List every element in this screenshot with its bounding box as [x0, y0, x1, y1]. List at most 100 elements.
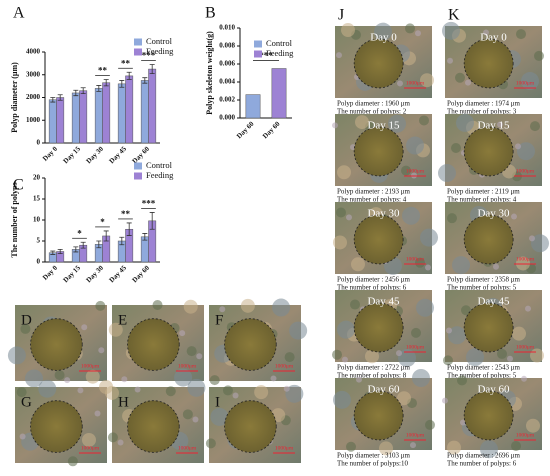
x-tick-label: Day 60	[131, 264, 152, 285]
caption-diameter: Polyp diameter : 2119 μm	[447, 188, 520, 196]
scale-bar-label: 1000μm	[406, 168, 425, 174]
caption-count: The number of polyps: 4	[337, 196, 407, 204]
scale-bar-label: 1000μm	[406, 80, 425, 86]
caption-count: The number of polyps: 8	[337, 372, 407, 380]
polyp	[224, 400, 277, 453]
x-tick-label: Day 15	[62, 145, 83, 166]
error-bar	[80, 87, 86, 95]
scale-bar-label: 1000μm	[81, 363, 100, 369]
photo-texture	[460, 419, 466, 426]
error-bar	[50, 97, 56, 103]
y-tick-label: 0.008	[219, 42, 235, 50]
error-bar	[80, 241, 86, 249]
scale-bar-label: 1000μm	[406, 432, 425, 438]
photo-texture	[187, 378, 206, 397]
photo-texture	[254, 385, 269, 400]
photo-texture	[355, 115, 369, 130]
x-tick-label: Day 60	[235, 120, 256, 141]
caption-diameter: Polyp diameter : 3103 μm	[337, 452, 411, 460]
photo-texture	[351, 257, 365, 272]
photo-texture	[333, 390, 351, 409]
photo-texture	[507, 355, 513, 362]
error-bar	[96, 85, 102, 92]
significance-label: ***	[142, 199, 156, 209]
day-label: Day 30	[367, 208, 400, 220]
photo-texture	[425, 419, 435, 430]
scale-bar-label: 1000μm	[516, 256, 535, 262]
significance-label: ***	[142, 51, 156, 61]
bar	[71, 92, 80, 144]
y-tick-label: 5	[37, 237, 41, 245]
y-tick-label: 0	[37, 258, 41, 266]
polyp	[463, 38, 514, 89]
error-bar	[73, 89, 79, 97]
caption-diameter: Polyp diameter : 1960 μm	[337, 100, 411, 108]
photo-texture	[396, 350, 402, 357]
bar	[271, 68, 287, 119]
photo-texture	[38, 379, 57, 398]
photo-texture	[341, 23, 355, 38]
y-axis-label: The number of polyps	[10, 182, 19, 257]
caption-diameter: Polyp diameter : 1974 μm	[447, 100, 521, 108]
day-label: Day 45	[367, 296, 400, 308]
photo-texture	[480, 440, 498, 459]
photo-texture	[337, 165, 351, 180]
bar	[94, 88, 103, 144]
bar	[56, 97, 65, 144]
photo-texture	[416, 298, 434, 317]
caption-count: The number of polyps: 5	[447, 372, 517, 380]
caption-count: The number of polyps: 4	[447, 196, 517, 204]
scale-bar-label: 1000μm	[516, 344, 535, 350]
legend-swatch	[254, 40, 262, 48]
scale-bar-label: 1000μm	[178, 445, 197, 451]
photo-texture	[530, 121, 540, 132]
day-label: Day 15	[477, 120, 510, 132]
caption-count: The number of polyps: 3	[447, 108, 517, 116]
scale-bar-label: 1000μm	[178, 363, 197, 369]
significance-label: *	[100, 217, 105, 227]
error-bar	[119, 236, 125, 246]
photo-texture	[525, 305, 531, 312]
polyp	[353, 126, 404, 177]
significance-label: *	[77, 228, 82, 238]
photo-texture	[165, 386, 176, 397]
day-label: Day 15	[367, 120, 400, 132]
photo-texture	[108, 322, 123, 337]
photo-texture	[398, 348, 416, 367]
photo-texture	[526, 418, 540, 433]
day-label: Day 30	[477, 208, 510, 220]
photo-texture	[152, 300, 163, 310]
error-bar	[103, 79, 109, 87]
bar	[125, 75, 134, 144]
y-tick-label: 2000	[26, 93, 41, 101]
panel-label: A	[13, 5, 25, 22]
error-bar	[103, 230, 109, 242]
error-bar	[126, 71, 132, 80]
photo-texture	[461, 305, 471, 316]
scale-bar-label: 1000μm	[275, 445, 294, 451]
bar	[140, 80, 149, 144]
error-bar	[73, 246, 79, 253]
bar	[48, 99, 57, 144]
y-axis-label: Polyp skeleton weight(g)	[205, 31, 214, 115]
photo-texture	[534, 50, 544, 61]
error-bar	[119, 80, 125, 88]
caption-diameter: Polyp diameter : 2193 μm	[337, 188, 411, 196]
polyp	[353, 302, 404, 353]
y-tick-label: 0	[37, 139, 41, 147]
panel-label: B	[205, 5, 216, 22]
significance-label: **	[121, 58, 131, 68]
panel-label: C	[13, 177, 24, 194]
bar	[79, 90, 88, 144]
scale-bar-label: 1000μm	[406, 344, 425, 350]
photo-texture	[209, 375, 220, 386]
y-tick-label: 0.006	[219, 60, 235, 68]
panel-label: K	[448, 7, 460, 24]
legend-swatch	[134, 48, 142, 56]
error-bar	[126, 222, 132, 236]
photo-texture	[356, 376, 362, 383]
photo-texture	[516, 256, 530, 271]
legend-label: Feeding	[146, 46, 174, 56]
y-axis-label: Polyp diameter (μm)	[10, 62, 19, 133]
